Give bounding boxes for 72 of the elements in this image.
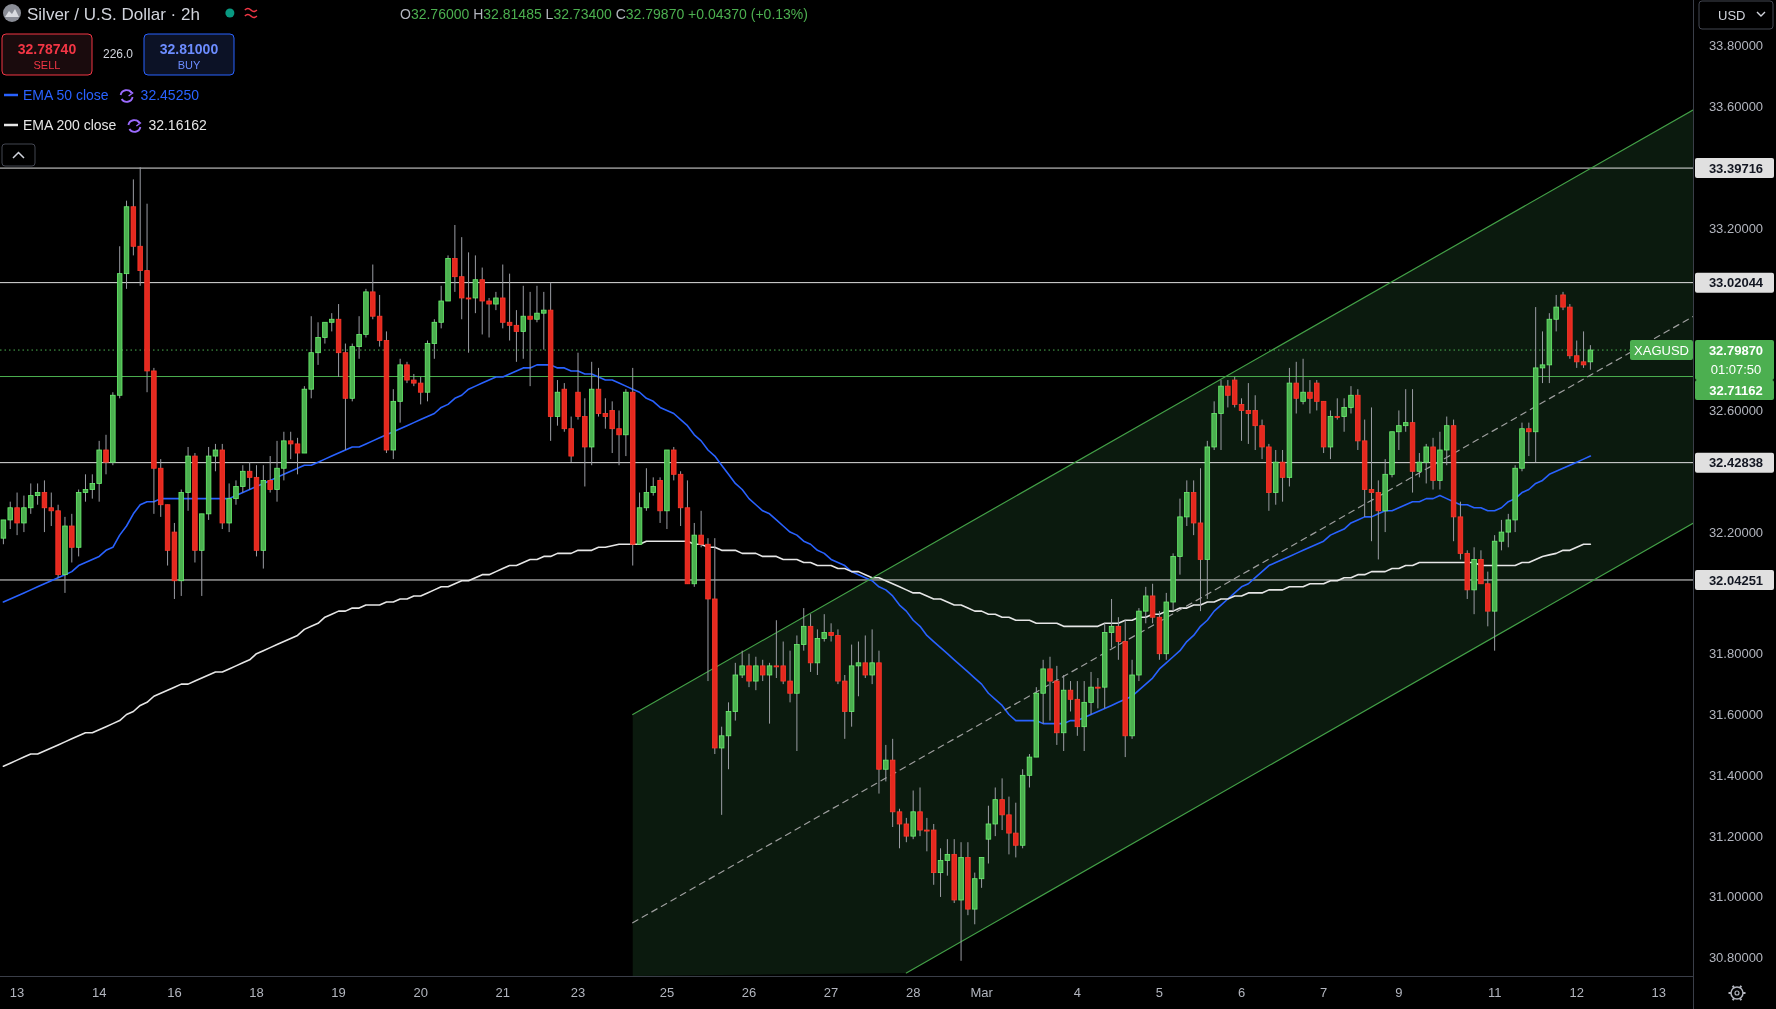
x-tick-label: 7: [1320, 985, 1328, 1000]
ref-line-label: 32.79870: [1708, 342, 1764, 358]
x-tick-label: Mar: [970, 985, 994, 1000]
chart-subtitle: O32.76000 H32.81485 L32.73400 C32.79870 +0.04370 (+0.13%): [400, 6, 808, 22]
y-tick-label: 31.80000: [1708, 646, 1764, 662]
candlestick: [493, 291, 499, 311]
annotation: 32.78740: [17, 41, 77, 57]
x-tick-label: 19: [331, 985, 346, 1000]
x-tick-label: 21: [495, 985, 510, 1000]
candlestick: [746, 653, 752, 688]
y-tick-label: 31.00000: [1708, 889, 1764, 905]
x-tick-label: 11: [1487, 985, 1502, 1000]
annotation: 226.0: [102, 47, 134, 61]
x-tick-label: 6: [1237, 985, 1246, 1000]
x-tick-label: 13: [1651, 985, 1667, 1000]
x-tick-label: 27: [823, 985, 839, 1000]
y-tick-label: 31.60000: [1708, 707, 1764, 723]
candlestick: [267, 455, 273, 494]
ref-line-label: 33.39716: [1708, 160, 1764, 176]
candlestick: [1334, 397, 1340, 421]
candlestick: [883, 744, 889, 782]
candlestick: [69, 513, 75, 563]
x-tick-label: 14: [91, 985, 107, 1000]
candlestick: [862, 634, 868, 679]
y-tick-label: 33.20000: [1708, 220, 1764, 236]
candlestick: [766, 662, 773, 725]
x-tick-label: 23: [570, 985, 586, 1000]
text: USD: [1718, 8, 1746, 23]
x-tick-label: 25: [659, 985, 675, 1000]
ref-line-label: 32.04251: [1708, 572, 1764, 588]
ref-line-label: 33.02044: [1708, 275, 1764, 291]
candlestick: [869, 628, 875, 685]
x-tick-label: 26: [741, 985, 757, 1000]
x-tick-label: 9: [1395, 985, 1403, 1000]
candlestick: [527, 291, 533, 387]
candlestick: [103, 434, 109, 475]
y-tick-label: 32.20000: [1708, 524, 1764, 540]
x-tick-label: 28: [905, 985, 921, 1000]
candlestick: [753, 656, 759, 691]
ref-line-label: 32.42838: [1708, 455, 1764, 471]
candlestick: [759, 659, 766, 682]
ref-line-label: 32.71162: [1709, 382, 1763, 398]
candlestick: [14, 492, 20, 536]
legend-label: EMA 200 close: [23, 117, 117, 133]
chart-title: Silver / U.S. Dollar · 2h: [27, 5, 200, 24]
candlestick: [1095, 677, 1101, 709]
x-tick-label: 16: [167, 985, 182, 1000]
x-tick-label: 18: [249, 985, 264, 1000]
line-series: [2, 364, 1592, 725]
candlestick: [1279, 449, 1286, 503]
x-tick-label: 4: [1073, 985, 1081, 1000]
text: 01:07:50: [1710, 361, 1762, 377]
legend-label: EMA 50 close: [23, 87, 109, 103]
y-tick-label: 33.60000: [1708, 98, 1764, 114]
candlestick: [472, 254, 479, 314]
y-tick-label: 30.80000: [1708, 950, 1764, 966]
x-tick-label: 5: [1155, 985, 1164, 1000]
annotation: XAGUSD: [1634, 342, 1689, 358]
candlestick: [1293, 361, 1299, 415]
x-tick-label: 13: [9, 985, 25, 1000]
y-tick-label: 32.60000: [1708, 403, 1764, 419]
x-tick-label: 12: [1569, 985, 1584, 1000]
annotation: SELL: [33, 59, 61, 71]
annotation: BUY: [177, 59, 201, 71]
y-tick-label: 33.80000: [1708, 38, 1764, 54]
y-tick-label: 31.20000: [1708, 828, 1764, 844]
x-tick-label: 20: [413, 985, 428, 1000]
annotation: 32.16162: [148, 117, 207, 133]
annotation: 32.45250: [140, 87, 200, 103]
y-tick-label: 31.40000: [1708, 767, 1764, 783]
candlestick: [1526, 422, 1532, 457]
annotation: 32.81000: [159, 41, 219, 57]
